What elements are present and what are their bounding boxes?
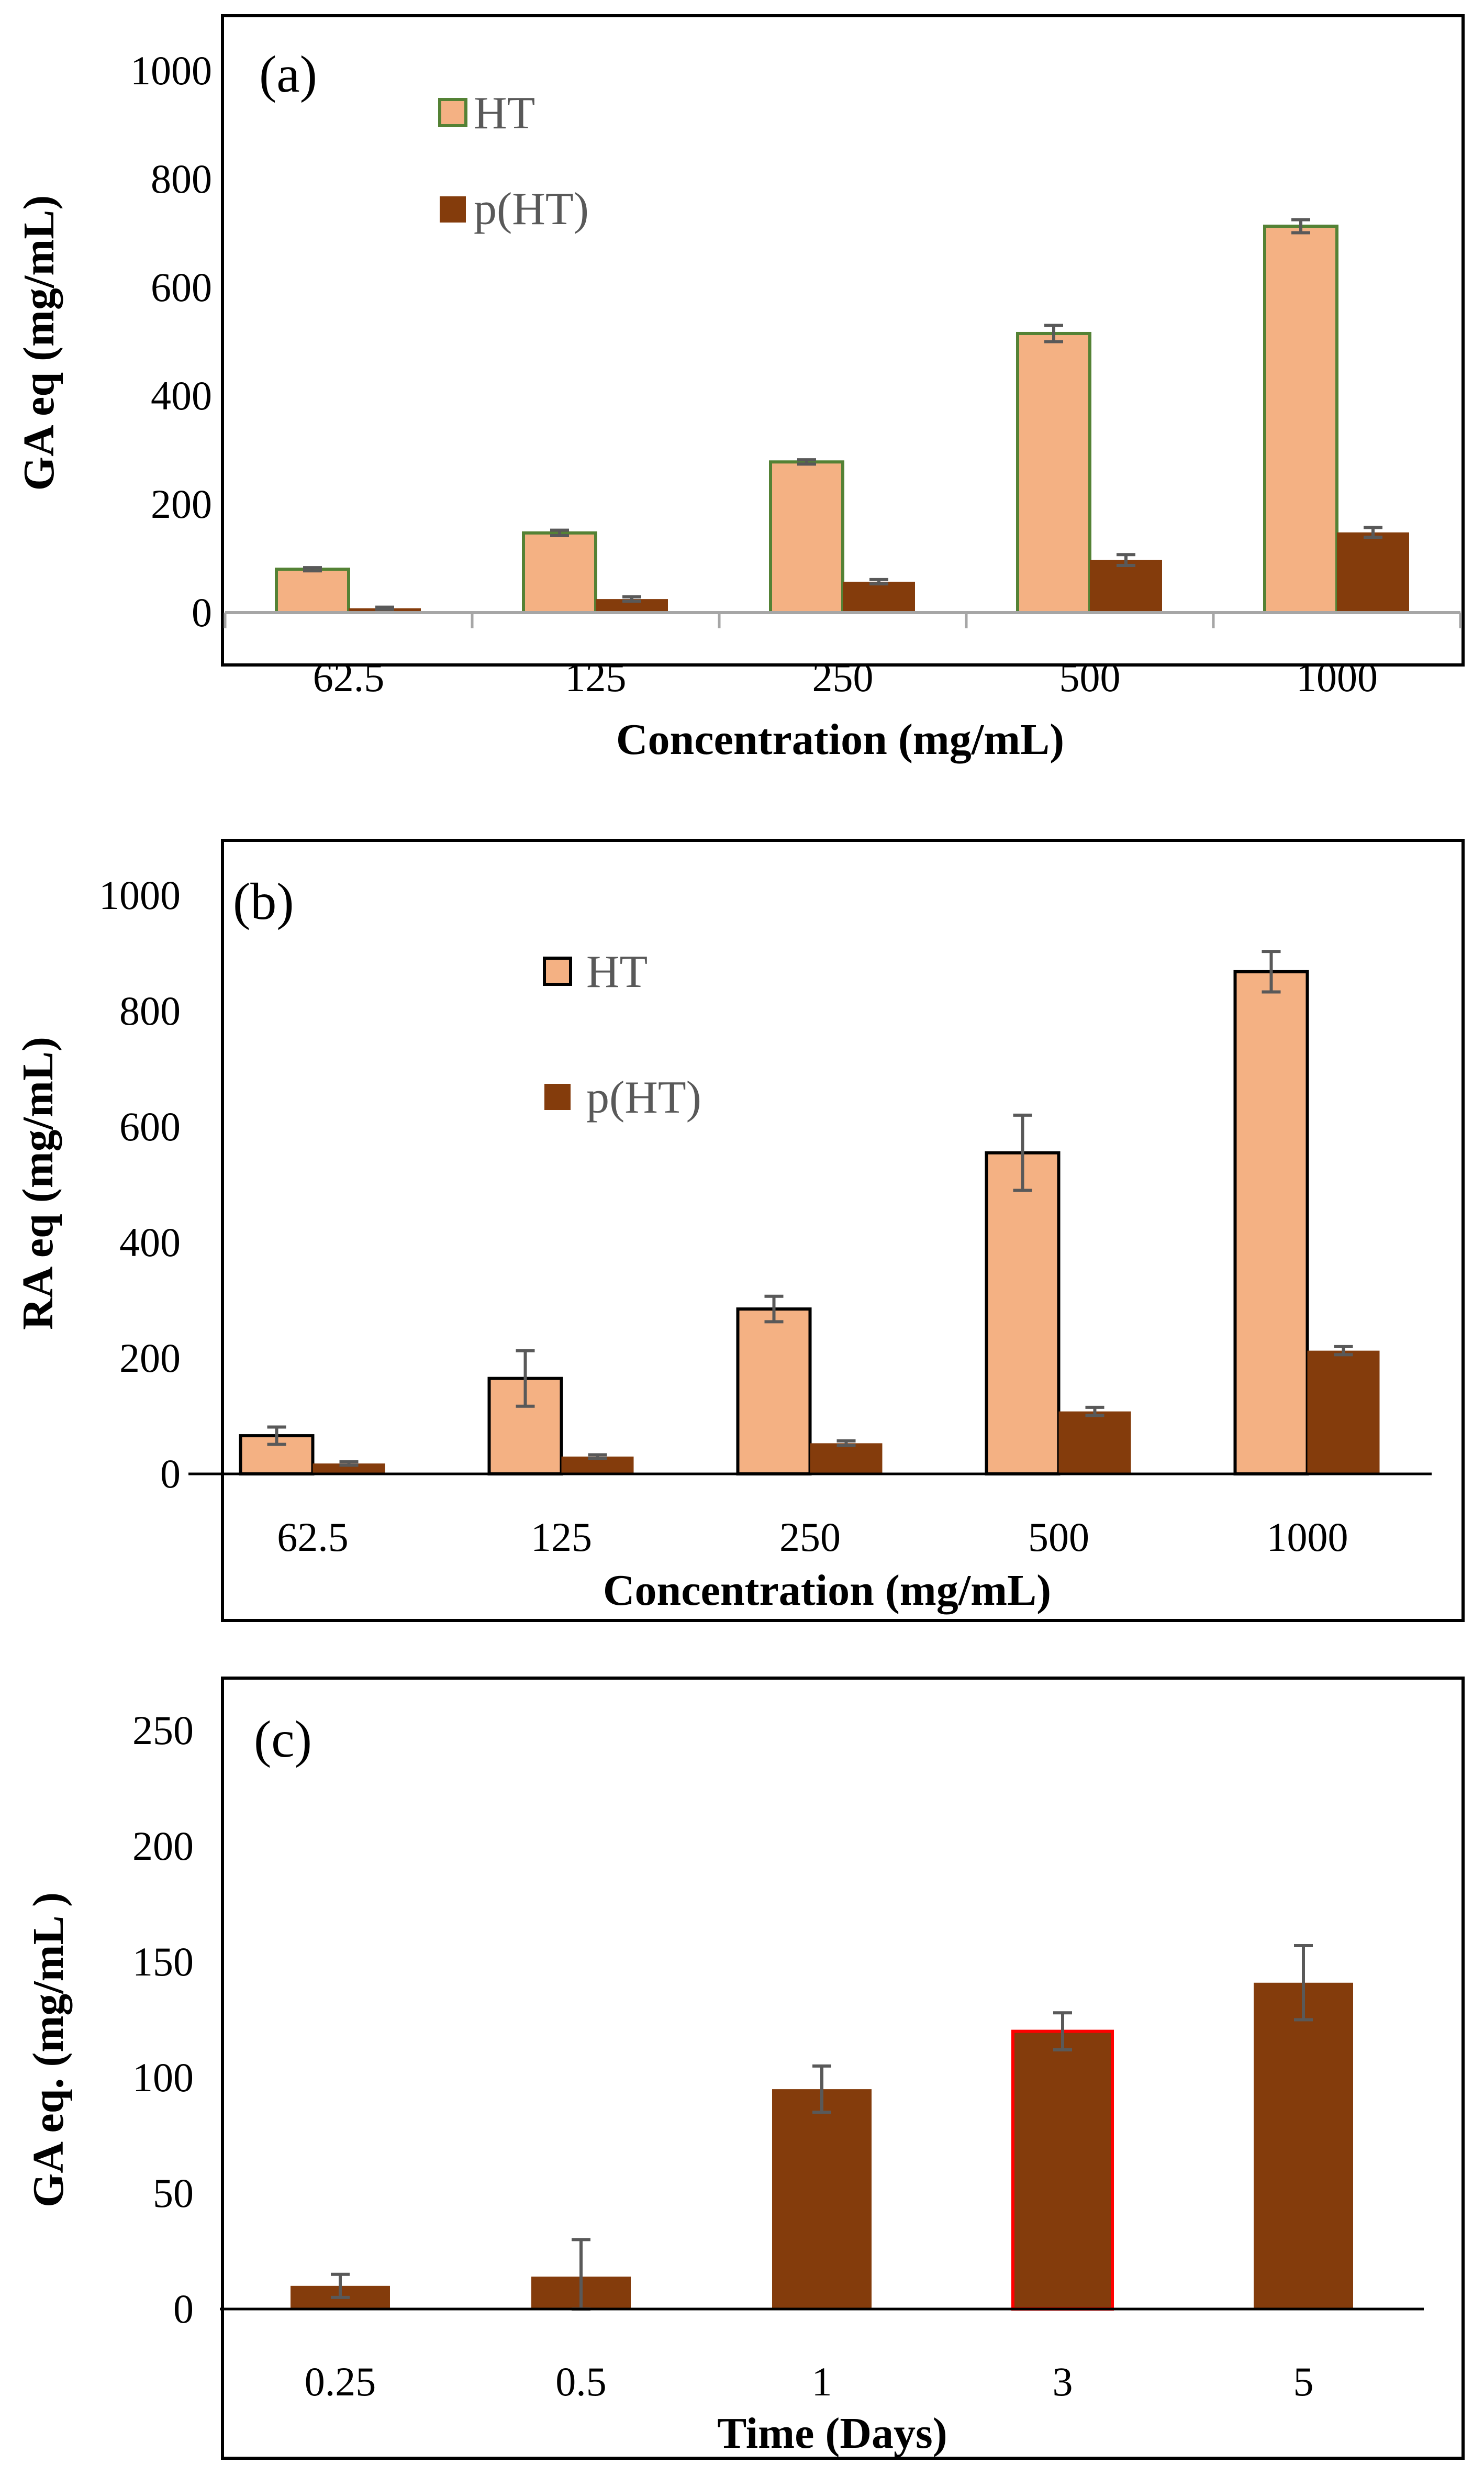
panel-b-legend-swatch-pht bbox=[544, 1084, 571, 1110]
panel-c-y-tick-label: 0 bbox=[173, 2286, 194, 2332]
chart-panel-c: (c) 0 50 100 150 200 250 0.25 0.5 1 3 5 Time (Day… bbox=[24, 1677, 1465, 2460]
panel-a-label: (a) bbox=[259, 45, 317, 103]
panel-c-x-axis-label: Time (Days) bbox=[717, 2409, 947, 2458]
panel-a-bar-pht bbox=[1090, 560, 1162, 613]
panel-a-legend-swatch-pht bbox=[440, 196, 466, 223]
panel-a-bar-ht bbox=[522, 531, 597, 614]
panel-b-y-tick-label: 0 bbox=[160, 1451, 181, 1496]
panel-b-frame bbox=[221, 839, 1465, 1622]
panel-c-y-tick-label: 200 bbox=[132, 1823, 194, 1869]
panel-b-legend: HT p(HT) bbox=[543, 947, 701, 1123]
panel-b-y-tick-label: 1000 bbox=[99, 872, 181, 918]
panel-c-x-tick-label: 3 bbox=[1053, 2359, 1073, 2404]
panel-b-bar-ht bbox=[985, 1151, 1061, 1476]
panel-a-x-tick-label: 1000 bbox=[1296, 654, 1378, 700]
panel-c-x-tick-label: 0.5 bbox=[555, 2359, 607, 2404]
panel-b-label: (b) bbox=[233, 872, 294, 930]
panel-a-y-tick-label: 800 bbox=[151, 156, 212, 202]
panel-c-y-axis-label: GA eq. (mg/mL ) bbox=[24, 1892, 73, 2207]
panel-b-y-axis-label: RA eq (mg/mL) bbox=[14, 1037, 62, 1330]
panel-a-x-tick-label: 250 bbox=[812, 654, 874, 700]
panel-b-x-tick-label: 1000 bbox=[1267, 1514, 1348, 1560]
panel-b-x-tick-label: 125 bbox=[531, 1514, 592, 1560]
panel-a-x-tick-label: 62.5 bbox=[313, 654, 385, 700]
panel-a-legend-label-pht: p(HT) bbox=[474, 184, 589, 235]
panel-c-x-tick-label: 0.25 bbox=[305, 2359, 376, 2404]
panel-b-bar-pht bbox=[313, 1463, 385, 1474]
panel-a-y-tick-label: 400 bbox=[151, 373, 212, 418]
panel-b-legend-label-ht: HT bbox=[586, 947, 648, 997]
panel-b-x-tick-label: 62.5 bbox=[277, 1514, 349, 1560]
panel-a-bar-ht bbox=[1263, 225, 1338, 615]
panel-c-bar-pht bbox=[1011, 2029, 1114, 2311]
panel-a-y-tick-label: 1000 bbox=[130, 48, 212, 93]
panel-a-x-tick-label: 500 bbox=[1059, 654, 1121, 700]
panel-b-legend-swatch-ht bbox=[543, 957, 572, 986]
panel-a-bar-pht bbox=[1337, 532, 1409, 613]
panel-b-y-tick-label: 800 bbox=[119, 988, 181, 1034]
panel-a-legend-swatch-ht bbox=[438, 98, 467, 127]
panel-a-bar-pht bbox=[843, 582, 915, 613]
panel-a-bar-ht bbox=[275, 568, 350, 614]
panel-a-legend: HT p(HT) bbox=[438, 88, 589, 235]
panel-c-y-tick-label: 100 bbox=[132, 2055, 194, 2100]
panel-a-bar-ht bbox=[769, 460, 844, 615]
panel-b-x-axis-label: Concentration (mg/mL) bbox=[603, 1566, 1051, 1615]
panel-b-bar-pht bbox=[1307, 1350, 1380, 1474]
panel-c-y-tick-label: 50 bbox=[153, 2170, 194, 2216]
panel-b-y-tick-label: 400 bbox=[119, 1219, 181, 1265]
panel-a-y-tick-label: 600 bbox=[151, 264, 212, 310]
panel-b-bar-pht bbox=[1058, 1411, 1131, 1474]
panel-a-legend-label-ht: HT bbox=[474, 88, 535, 139]
panel-b-x-tick-label: 500 bbox=[1028, 1514, 1089, 1560]
panel-a-y-tick-label: 200 bbox=[151, 481, 212, 527]
panel-c-bar-pht bbox=[1254, 1982, 1353, 2309]
panel-a-x-axis-label: Concentration (mg/mL) bbox=[616, 715, 1064, 764]
panel-b-bar-ht bbox=[1233, 970, 1309, 1475]
panel-b-bar-ht bbox=[736, 1307, 812, 1475]
panel-b-bar-pht bbox=[810, 1443, 883, 1474]
panel-a-x-tick-label: 125 bbox=[565, 654, 627, 700]
panel-c-label: (c) bbox=[254, 1710, 312, 1768]
panel-c-x-tick-label: 5 bbox=[1293, 2359, 1314, 2404]
panel-c-y-tick-label: 250 bbox=[132, 1707, 194, 1753]
panel-a-y-axis-label: GA eq (mg/mL) bbox=[15, 195, 63, 491]
panel-b-y-tick-label: 600 bbox=[119, 1104, 181, 1149]
panel-c-bar-pht bbox=[772, 2089, 872, 2309]
panel-b-legend-label-pht: p(HT) bbox=[586, 1072, 701, 1123]
panel-c-x-tick-label: 1 bbox=[812, 2359, 832, 2404]
panel-c-y-tick-label: 150 bbox=[132, 1939, 194, 1984]
panel-a-bar-ht bbox=[1016, 331, 1091, 614]
panel-a-y-tick-label: 0 bbox=[192, 590, 212, 635]
panel-b-y-tick-label: 200 bbox=[119, 1335, 181, 1381]
panel-b-x-tick-label: 250 bbox=[779, 1514, 841, 1560]
panel-c-frame bbox=[221, 1677, 1465, 2460]
panel-a-frame bbox=[221, 14, 1465, 667]
